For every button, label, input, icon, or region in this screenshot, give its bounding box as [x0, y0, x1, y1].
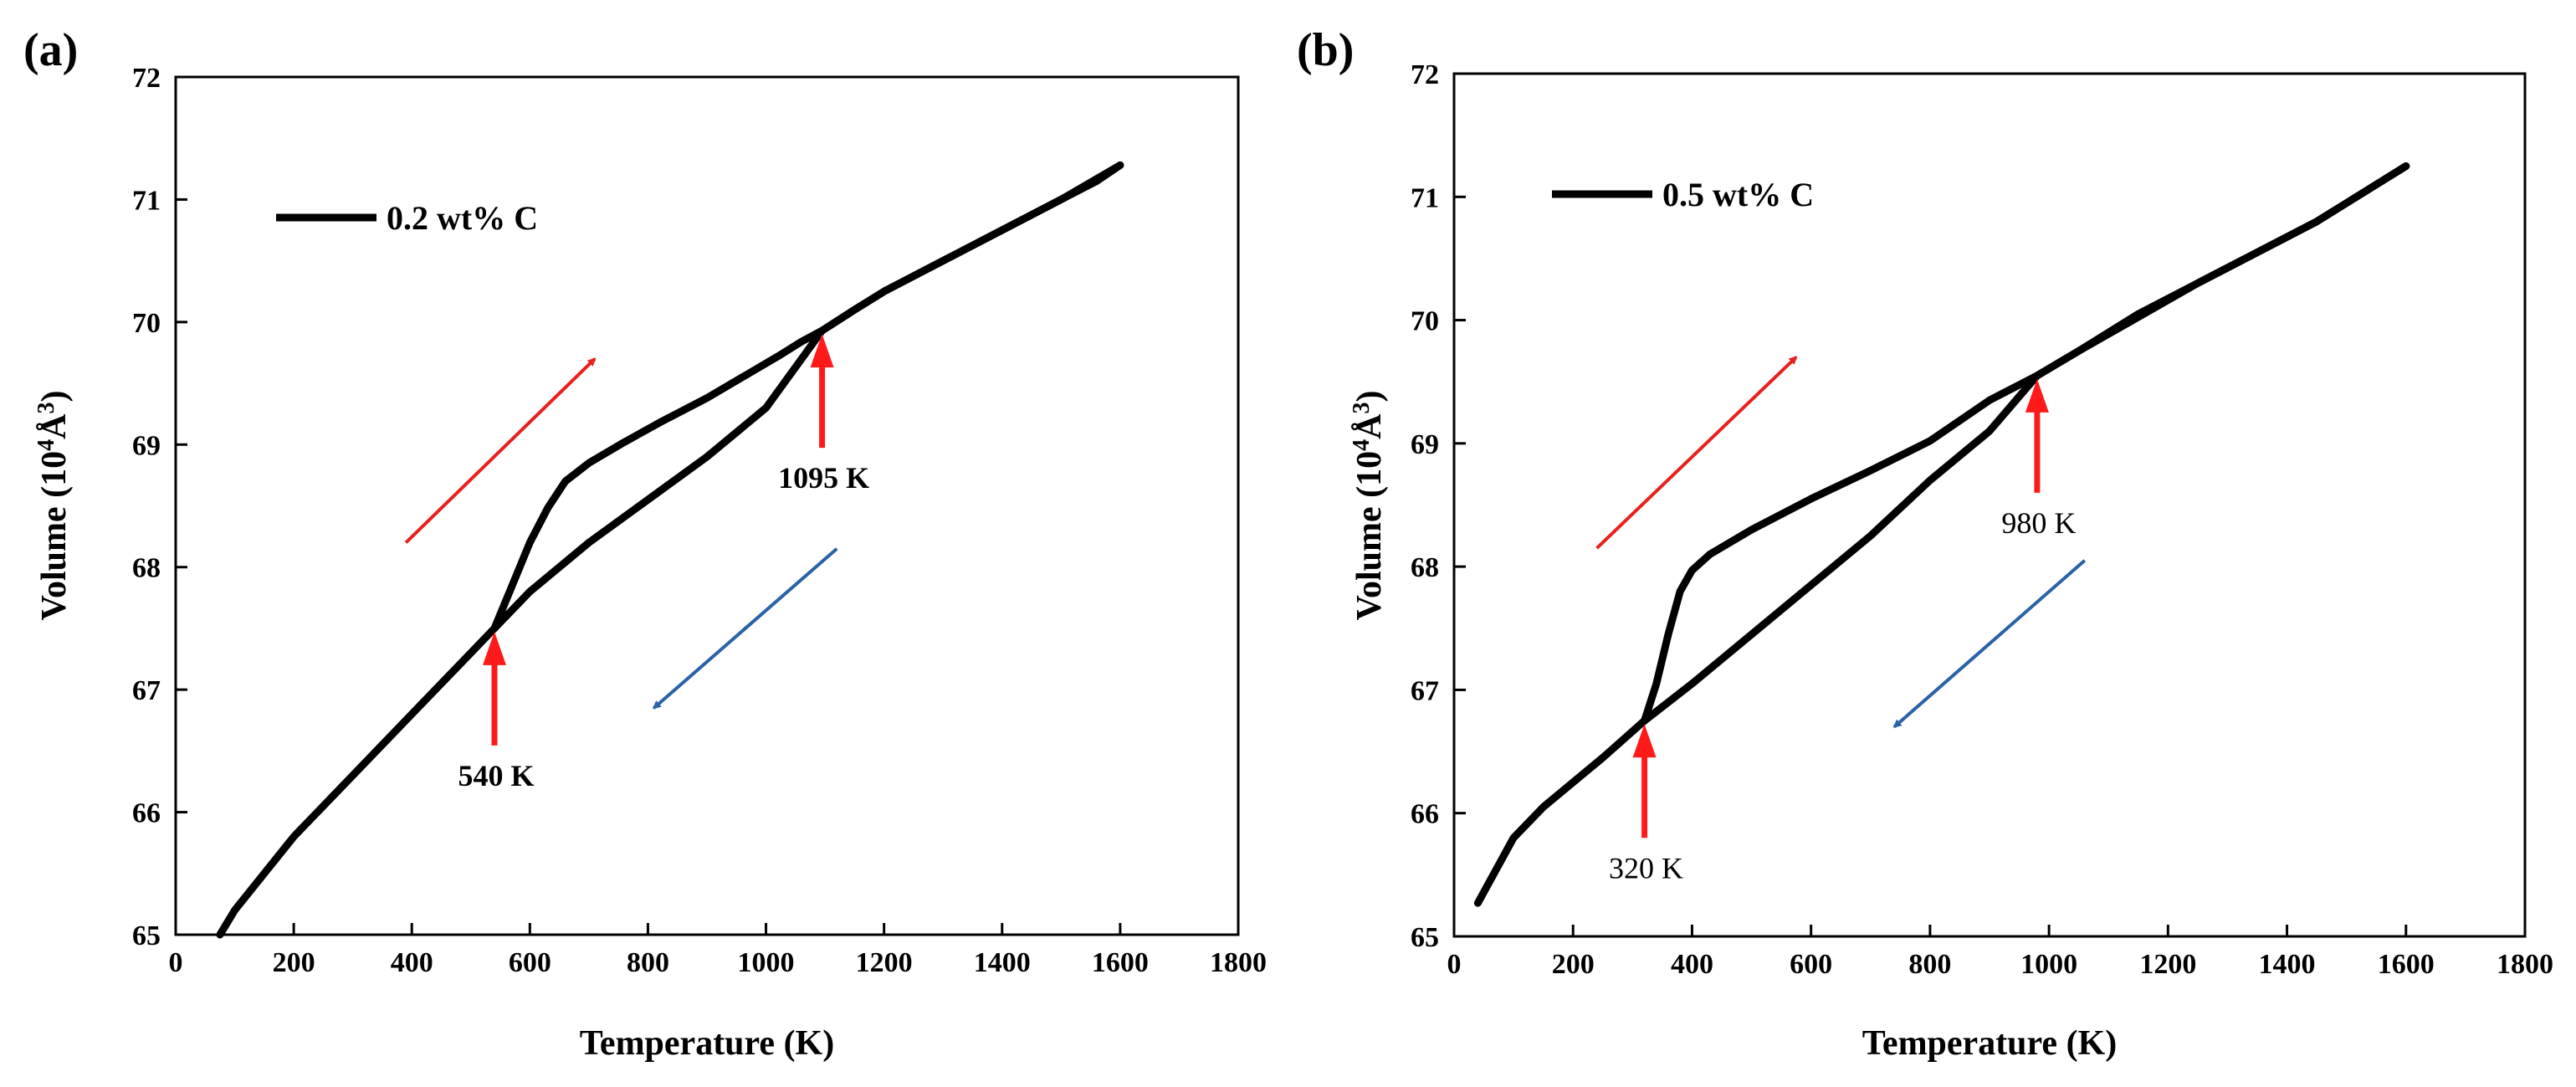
- y-title-b-unit: Å: [1350, 413, 1389, 439]
- y-tick-label: 68: [1411, 552, 1439, 583]
- y-title-b-sup2: 3: [1349, 402, 1375, 414]
- transition-marker-arrowhead: [483, 631, 506, 665]
- transition-label: 980 K: [2001, 506, 2076, 540]
- x-tick-label: 1800: [2497, 949, 2553, 980]
- plot-frame-a: [174, 75, 1240, 936]
- y-title-b-pre: Volume (10: [1350, 451, 1389, 621]
- chart-panel-a: (a) 0 200 400 600 800 1000 1200 1400 1600 1800 65 6…: [23, 24, 1267, 1063]
- x-tick-label: 1200: [2139, 949, 2196, 980]
- y-tick-label: 66: [132, 798, 161, 829]
- y-tick-label: 70: [1411, 306, 1439, 337]
- cooling-direction-arrow: [1892, 559, 2087, 729]
- legend-label-a: 0.2 wt% C: [387, 199, 538, 237]
- y-title-a-pre: Volume (10: [35, 451, 74, 621]
- x-axis-title-a: Temperature (K): [580, 1024, 834, 1063]
- heating-direction-arrow: [404, 357, 597, 544]
- y-title-a-end: ): [35, 391, 74, 402]
- y-tick-label: 69: [1411, 429, 1439, 460]
- x-tick-label: 1200: [856, 947, 913, 978]
- y-title-a-sup2: 3: [33, 402, 59, 414]
- y-tick-label: 72: [1411, 59, 1439, 90]
- y-tick-label: 66: [1411, 799, 1439, 830]
- axis-ticks-a: 0 200 400 600 800 1000 1200 1400 1600 1800 65 66 67 6…: [132, 63, 1267, 978]
- axis-ticks-b: 0 200 400 600 800 1000 1200 1400 1600 1800 65 66 67 6…: [1411, 59, 2553, 980]
- y-tick-label: 67: [1411, 675, 1439, 706]
- transition-label: 1095 K: [778, 461, 869, 495]
- x-tick-label: 600: [509, 947, 551, 978]
- y-title-a-unit: Å: [35, 413, 74, 439]
- x-tick-label: 1800: [1210, 947, 1267, 978]
- x-tick-label: 800: [1908, 949, 1951, 980]
- x-tick-label: 1600: [2378, 949, 2435, 980]
- y-title-b-sup: 4: [1349, 439, 1375, 451]
- series-line-heating: [490, 161, 1124, 633]
- arrows-group-b: 320 K 980 K: [1595, 356, 2087, 884]
- transition-label: 540 K: [458, 759, 534, 792]
- chart-panel-b: (b) 0 200 400 600 800 1000 1200 1400 1600 1800 65 6…: [1297, 24, 2553, 1063]
- x-tick-label: 400: [391, 947, 433, 978]
- y-axis-title-a: Volume (104Å3): [33, 391, 74, 621]
- x-tick-label: 1600: [1092, 947, 1149, 978]
- legend-label-b: 0.5 wt% C: [1662, 176, 1814, 213]
- transition-marker-arrowhead: [810, 334, 834, 368]
- x-tick-label: 1400: [974, 947, 1031, 978]
- x-tick-label: 600: [1790, 949, 1832, 980]
- arrows-group-a: 540 K 1095 K: [404, 334, 869, 792]
- series-group-a: [216, 161, 1124, 939]
- series-line-cooling: [216, 161, 1124, 939]
- y-tick-label: 69: [132, 430, 161, 461]
- y-tick-label: 71: [1411, 182, 1439, 213]
- series-line-heating: [1641, 162, 2410, 725]
- x-tick-label: 1400: [2259, 949, 2316, 980]
- series-line-cooling: [1473, 162, 2410, 907]
- transition-label: 320 K: [1609, 851, 1683, 884]
- y-title-a-sup: 4: [33, 439, 59, 451]
- y-tick-label: 70: [132, 308, 161, 339]
- cooling-direction-arrow: [652, 547, 838, 710]
- x-tick-label: 200: [273, 947, 315, 978]
- series-group-b: [1473, 162, 2410, 907]
- transition-marker-arrowhead: [2025, 378, 2049, 413]
- x-tick-label: 200: [1552, 949, 1595, 980]
- panel-label-a: (a): [23, 24, 78, 76]
- legend-b: 0.5 wt% C: [1552, 176, 1814, 213]
- heating-direction-arrow: [1595, 356, 1798, 550]
- legend-a: 0.2 wt% C: [276, 199, 538, 237]
- y-title-b-end: ): [1350, 391, 1389, 402]
- y-tick-label: 71: [132, 185, 161, 216]
- x-tick-label: 800: [627, 947, 669, 978]
- panel-label-b: (b): [1297, 24, 1354, 76]
- y-tick-label: 72: [132, 63, 161, 94]
- x-tick-label: 1000: [738, 947, 795, 978]
- transition-marker-arrowhead: [1632, 724, 1657, 758]
- y-tick-label: 67: [132, 675, 161, 706]
- plot-frame-b: [1452, 72, 2527, 938]
- x-axis-title-b: Temperature (K): [1862, 1024, 2117, 1063]
- y-tick-label: 68: [132, 553, 161, 584]
- y-tick-label: 65: [1411, 922, 1439, 953]
- x-tick-label: 0: [1447, 949, 1462, 980]
- x-tick-label: 400: [1671, 949, 1713, 980]
- y-axis-title-b: Volume (104Å3): [1349, 391, 1389, 621]
- y-tick-label: 65: [132, 920, 161, 951]
- x-tick-label: 1000: [2020, 949, 2077, 980]
- x-tick-label: 0: [169, 947, 183, 978]
